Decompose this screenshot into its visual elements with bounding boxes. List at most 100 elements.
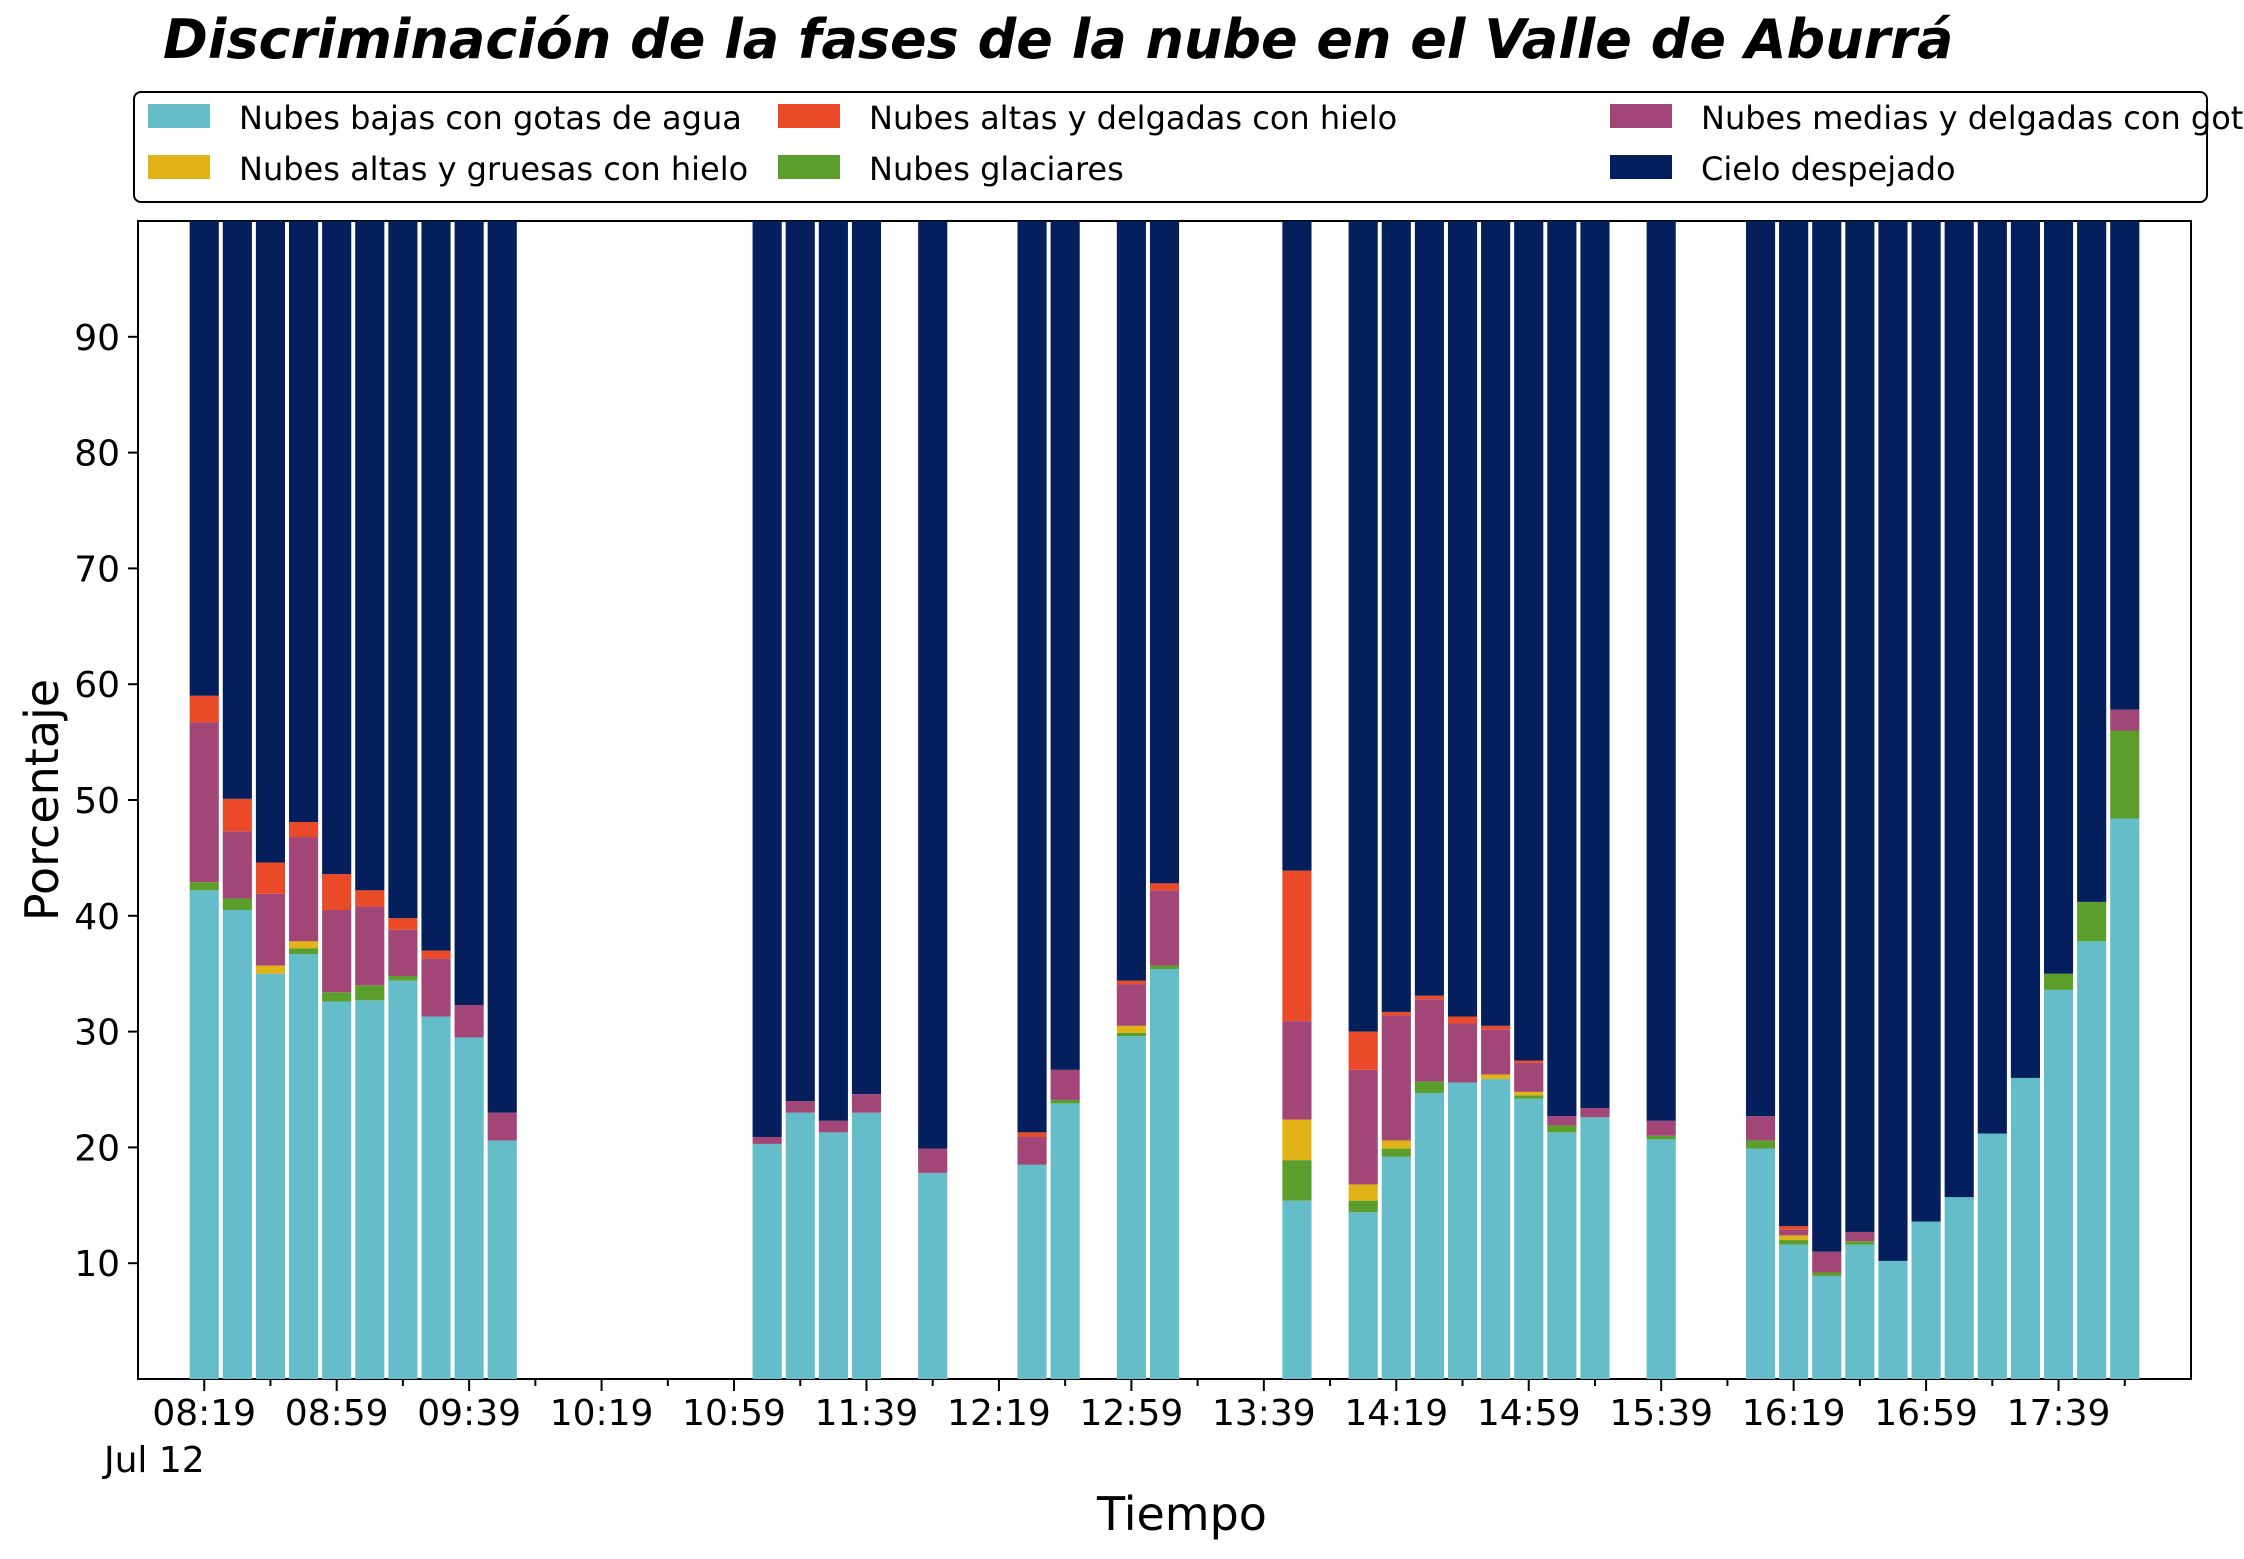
bar-segment-14:49-s4 — [1481, 1025, 1511, 1030]
bar-segment-14:39-s5 — [1447, 221, 1478, 1017]
bar-segment-14:59-s5 — [1514, 221, 1544, 1061]
bar-segment-12:29-s4 — [1017, 1132, 1047, 1137]
bar-segment-08:39-s5 — [255, 221, 286, 863]
bar-segment-16:09-s5 — [1745, 221, 1776, 1117]
bar-segment-16:59-s0 — [1911, 1221, 1941, 1379]
bar-17:39 — [2043, 221, 2074, 1379]
x-tick-label-12:19: 12:19 — [947, 1393, 1051, 1434]
bar-14:29 — [1414, 221, 1444, 1379]
bar-segment-17:49-s1 — [2077, 901, 2107, 942]
bar-segment-17:49-s5 — [2077, 221, 2107, 902]
bar-segment-09:19-s1 — [388, 976, 418, 981]
bar-segment-13:09-s0 — [1149, 969, 1180, 1379]
bar-segment-11:19-s5 — [785, 221, 815, 1102]
bar-08:49 — [288, 221, 319, 1379]
bar-segment-08:39-s2 — [255, 965, 286, 974]
bar-14:19 — [1381, 221, 1411, 1379]
bar-segment-15:19-s3 — [1580, 1108, 1610, 1118]
bar-segment-11:59-s3 — [918, 1148, 948, 1173]
bar-segment-14:19-s5 — [1381, 221, 1411, 1012]
bar-segment-14:39-s4 — [1447, 1016, 1478, 1024]
bar-segment-09:29-s3 — [421, 958, 451, 1017]
bar-segment-14:09-s3 — [1348, 1069, 1378, 1185]
bar-09:29 — [421, 221, 451, 1379]
bar-segment-09:19-s4 — [388, 918, 418, 930]
bar-segment-08:49-s3 — [288, 837, 319, 942]
bar-14:09 — [1348, 221, 1378, 1379]
legend-item-0: Nubes bajas con gotas de agua — [148, 99, 742, 137]
bar-segment-14:09-s2 — [1348, 1184, 1378, 1201]
bar-segment-08:29-s3 — [222, 831, 252, 899]
bars — [189, 221, 2140, 1379]
bar-17:49 — [2077, 221, 2107, 1379]
bar-segment-12:39-s5 — [1050, 221, 1080, 1070]
bar-segment-11:19-s3 — [785, 1101, 815, 1113]
bar-segment-16:19-s2 — [1779, 1235, 1809, 1241]
bar-segment-16:19-s0 — [1779, 1244, 1809, 1379]
bar-17:59 — [2110, 221, 2140, 1379]
bar-segment-12:59-s2 — [1116, 1025, 1146, 1033]
bar-segment-11:09-s0 — [752, 1143, 782, 1379]
legend-item-1: Nubes glaciares — [778, 150, 1124, 188]
bar-segment-14:59-s2 — [1514, 1091, 1544, 1096]
bar-segment-16:29-s5 — [1812, 221, 1842, 1252]
bar-segment-16:49-s5 — [1878, 221, 1908, 1261]
bar-segment-17:19-s5 — [1977, 221, 2007, 1134]
bar-segment-11:39-s5 — [851, 221, 882, 1095]
x-tick-label-14:19: 14:19 — [1344, 1393, 1448, 1434]
x-tick-label-16:59: 16:59 — [1874, 1393, 1978, 1434]
y-tick-label-60: 60 — [74, 665, 120, 706]
bar-segment-08:49-s5 — [288, 221, 319, 822]
x-axis-label: Tiempo — [1096, 1487, 1267, 1541]
bar-08:39 — [255, 221, 286, 1379]
bar-segment-09:49-s0 — [487, 1140, 517, 1379]
bar-segment-14:29-s1 — [1414, 1081, 1444, 1093]
bar-08:29 — [222, 221, 252, 1379]
bar-segment-14:19-s2 — [1381, 1140, 1411, 1149]
legend-swatch — [1610, 155, 1672, 179]
bar-segment-08:49-s4 — [288, 822, 319, 838]
legend-label: Nubes altas y gruesas con hielo — [239, 150, 748, 188]
bar-16:09 — [1745, 221, 1776, 1379]
bar-segment-15:39-s0 — [1646, 1139, 1676, 1379]
bar-segment-17:59-s3 — [2110, 709, 2140, 731]
bar-segment-11:29-s3 — [818, 1120, 848, 1133]
chart-title: Discriminación de la fases de la nube en… — [163, 8, 1953, 71]
bar-segment-12:59-s5 — [1116, 221, 1146, 981]
bar-segment-11:09-s5 — [752, 221, 782, 1137]
bar-segment-13:49-s2 — [1282, 1119, 1312, 1161]
bar-segment-15:09-s5 — [1547, 221, 1577, 1117]
bar-segment-15:09-s3 — [1547, 1116, 1577, 1126]
bar-segment-14:19-s0 — [1381, 1156, 1411, 1379]
legend: Nubes bajas con gotas de agua Nubes altas… — [133, 91, 2244, 203]
bar-segment-08:29-s5 — [222, 221, 252, 799]
bar-16:49 — [1878, 221, 1908, 1379]
bar-segment-09:19-s5 — [388, 221, 418, 919]
bar-segment-13:09-s1 — [1149, 965, 1180, 970]
bar-segment-14:49-s0 — [1481, 1079, 1511, 1379]
bar-segment-12:59-s1 — [1116, 1032, 1146, 1037]
bar-segment-16:39-s5 — [1845, 221, 1875, 1232]
bar-segment-09:19-s0 — [388, 980, 418, 1379]
bar-13:49 — [1282, 221, 1312, 1379]
legend-swatch — [778, 104, 840, 128]
bar-segment-17:09-s5 — [1944, 221, 1974, 1198]
x-tick-label-14:59: 14:59 — [1477, 1393, 1581, 1434]
bar-segment-11:09-s3 — [752, 1136, 782, 1144]
bar-segment-14:19-s3 — [1381, 1015, 1411, 1141]
bar-segment-11:59-s0 — [918, 1172, 948, 1379]
bar-segment-08:59-s3 — [322, 910, 352, 993]
x-axis: 08:19 08:59 09:39 10:19 10:59 11:39 12:19 12:59… — [152, 1379, 2126, 1434]
bar-segment-09:29-s0 — [421, 1016, 451, 1379]
y-tick-label-40: 40 — [74, 897, 120, 938]
bar-segment-08:19-s1 — [189, 882, 219, 891]
bar-segment-17:39-s0 — [2043, 989, 2074, 1379]
bar-11:29 — [818, 221, 848, 1379]
bar-12:29 — [1017, 221, 1047, 1379]
bar-17:19 — [1977, 221, 2007, 1379]
bar-segment-08:29-s1 — [222, 898, 252, 911]
bar-segment-08:59-s5 — [322, 221, 352, 875]
bar-segment-14:39-s0 — [1447, 1082, 1478, 1379]
bar-segment-11:29-s0 — [818, 1132, 848, 1379]
bar-segment-09:09-s5 — [355, 221, 385, 891]
